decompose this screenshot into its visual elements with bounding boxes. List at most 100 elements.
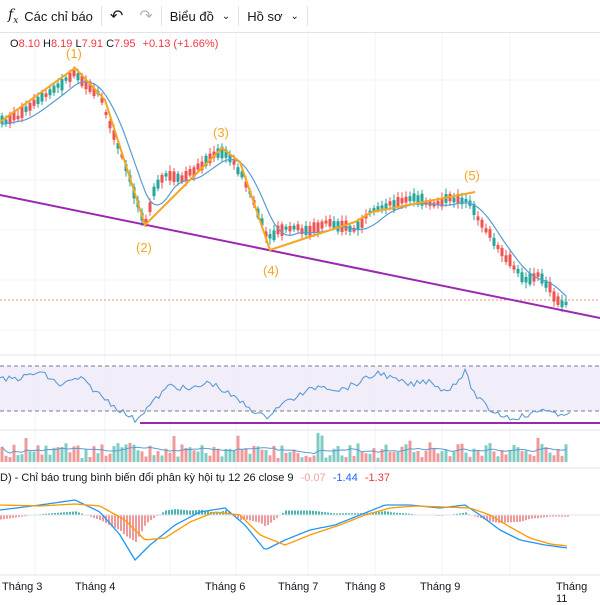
candle — [321, 221, 324, 228]
volume-bar — [173, 436, 176, 462]
low-value: 7.91 — [82, 38, 103, 50]
volume-bar — [377, 458, 380, 462]
volume-bar — [17, 455, 20, 462]
volume-bar — [477, 450, 480, 462]
volume-bar — [153, 455, 156, 462]
candle — [293, 226, 296, 230]
volume-bar — [485, 445, 488, 462]
volume-bar — [325, 458, 328, 462]
volume-bar — [93, 446, 96, 462]
candle — [537, 272, 540, 276]
x-axis-label: Tháng 7 — [278, 581, 318, 593]
candle — [517, 269, 520, 274]
volume-bar — [425, 451, 428, 462]
candle — [29, 103, 32, 111]
volume-bar — [197, 452, 200, 462]
volume-bar — [281, 446, 284, 462]
macd-line — [0, 500, 567, 560]
candle — [557, 296, 560, 305]
candle — [357, 221, 360, 230]
volume-bar — [1, 447, 4, 462]
candle — [561, 301, 564, 308]
volume-bar — [13, 445, 16, 462]
redo-button[interactable]: ↷ — [131, 0, 160, 32]
macd-histogram-bar — [510, 515, 512, 522]
volume-bar — [365, 453, 368, 462]
candle — [309, 226, 312, 236]
volume-bar — [141, 451, 144, 462]
candle — [485, 228, 488, 232]
candle — [53, 86, 56, 93]
macd-histogram-value: -0.07 — [301, 472, 326, 484]
candle — [273, 230, 276, 240]
volume-bar — [465, 453, 468, 462]
volume-bar — [265, 450, 268, 462]
candle — [157, 180, 160, 189]
open-label: O — [10, 38, 19, 50]
macd-histogram-bar — [312, 511, 314, 515]
volume-bar — [105, 456, 108, 462]
volume-bar — [457, 444, 460, 462]
volume-bar — [205, 453, 208, 462]
volume-bar — [505, 454, 508, 462]
profile-menu-label: Hồ sơ — [247, 9, 282, 24]
candle — [401, 198, 404, 203]
volume-bar — [393, 452, 396, 462]
high-label: H — [43, 38, 51, 50]
profile-menu-button[interactable]: Hồ sơ ⌄ — [239, 0, 307, 32]
volume-bar — [385, 445, 388, 462]
macd-histogram-bar — [387, 512, 389, 515]
volume-bar — [33, 452, 36, 462]
macd-histogram-bar — [270, 515, 272, 523]
candle — [305, 226, 308, 235]
macd-histogram-bar — [306, 511, 308, 516]
volume-bar — [261, 450, 264, 462]
wave-label-2: (2) — [136, 240, 152, 255]
candle — [77, 73, 80, 80]
candle — [489, 229, 492, 238]
volume-bar — [405, 444, 408, 462]
volume-bar — [449, 456, 452, 462]
candle — [17, 116, 20, 119]
macd-histogram-bar — [318, 511, 320, 515]
volume-bar — [309, 457, 312, 462]
high-value: 8.19 — [51, 38, 72, 50]
volume-bar — [481, 456, 484, 462]
elliott-wave-lines[interactable] — [0, 68, 475, 250]
wave-label-3: (3) — [213, 125, 229, 140]
macd-histogram-bar — [186, 510, 188, 515]
candle — [41, 93, 44, 102]
volume-bar — [241, 449, 244, 462]
macd-histogram-bar — [6, 515, 8, 519]
candle — [73, 70, 76, 76]
macd-histogram-bar — [129, 515, 131, 538]
volume-bar — [529, 454, 532, 462]
volume-bar — [345, 457, 348, 462]
macd-signal-value: -1.37 — [365, 472, 390, 484]
candle — [189, 169, 192, 176]
chart-menu-label: Biểu đồ — [170, 9, 214, 24]
volume-bar — [113, 446, 116, 462]
open-value: 8.10 — [19, 38, 40, 50]
macd-histogram-bar — [96, 515, 98, 519]
chart-menu-button[interactable]: Biểu đồ ⌄ — [162, 0, 238, 32]
macd-histogram-bar — [315, 511, 317, 515]
volume-bar — [561, 456, 564, 462]
volume-bar — [37, 445, 40, 462]
candle — [477, 216, 480, 220]
rsi-band — [0, 366, 600, 411]
volume-bar — [549, 453, 552, 462]
candle — [237, 167, 240, 174]
candle — [509, 254, 512, 266]
volume-bar — [337, 446, 340, 462]
x-axis-label: Tháng 9 — [420, 581, 460, 593]
volume-bar — [157, 451, 160, 462]
volume-bar — [489, 443, 492, 462]
volume-bar — [321, 436, 324, 462]
candle — [57, 83, 60, 87]
indicators-button[interactable]: fx Các chỉ báo — [0, 0, 101, 32]
candle — [333, 221, 336, 228]
undo-button[interactable]: ↶ — [102, 0, 131, 32]
volume-bar — [125, 444, 128, 462]
